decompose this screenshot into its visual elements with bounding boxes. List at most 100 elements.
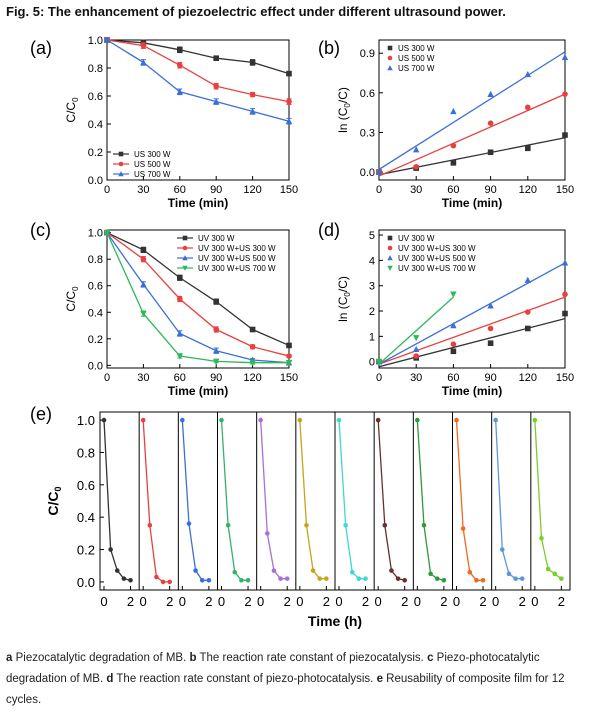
legend-label-d-1: UV 300 W+US 300 W (398, 244, 476, 253)
data-point-a-0-3 (213, 55, 219, 61)
cycle-line-6 (299, 420, 327, 580)
cycle-point-6-0 (297, 417, 303, 423)
cycle-point-10-1 (460, 526, 466, 531)
x-tick-label-c-3: 90 (210, 372, 222, 384)
x-tick-label-d-1: 30 (410, 372, 422, 384)
x-tick-label-e-7-1: 2 (362, 594, 369, 609)
cycle-point-4-3 (239, 577, 244, 583)
series-line-c-0 (106, 232, 290, 347)
y-axis-label-a: C/C0 (64, 97, 80, 123)
x-tick-label-c-4: 120 (243, 372, 261, 384)
caption-text-d: The reaction rate constant of piezo-phot… (113, 673, 377, 685)
fit-line-b-1 (378, 93, 566, 177)
caption-text-a: Piezocatalytic degradation of MB. (12, 652, 190, 664)
data-point-b-2-2 (450, 107, 457, 115)
data-point-b-0-5 (562, 132, 568, 138)
figure-caption: a Piezocatalytic degradation of MB. b Th… (6, 648, 589, 711)
data-point-a-2-2 (176, 88, 183, 95)
cycle-point-9-1 (421, 522, 427, 528)
data-point-b-1-4 (525, 104, 531, 111)
x-tick-label-e-9-1: 2 (440, 594, 447, 609)
legend-b: US 300 WUS 500 WUS 700 W (387, 44, 435, 73)
cycle-point-2-0 (140, 417, 146, 423)
cycle-point-8-1 (382, 522, 388, 528)
cycle-point-3-3 (199, 577, 205, 583)
cycle-point-12-2 (545, 566, 551, 572)
data-point-d-2-5 (561, 259, 569, 266)
cycle-point-2-3 (160, 579, 166, 585)
y-tick-label-c-5: 1.0 (88, 228, 103, 240)
data-point-c-3-4 (249, 359, 256, 367)
x-tick-label-b-4: 120 (519, 184, 537, 196)
data-point-a-2-0 (103, 36, 111, 43)
data-point-b-2-1 (413, 146, 420, 153)
data-point-c-0-5 (286, 342, 292, 349)
data-point-a-1-2 (177, 62, 183, 68)
data-point-a-1-4 (249, 91, 256, 98)
cycle-point-6-4 (324, 576, 329, 581)
data-point-d-0-2 (450, 348, 457, 355)
y-tick-label-a-4: 0.8 (88, 63, 103, 75)
cycle-point-12-1 (539, 535, 544, 541)
x-axis-label-c: Time (min) (168, 384, 228, 398)
cycle-point-8-0 (375, 417, 381, 423)
y-tick-label-d-5: 5 (369, 230, 375, 242)
data-point-d-1-5 (562, 291, 568, 298)
series-a-1 (104, 37, 292, 105)
cycle-point-10-4 (480, 577, 486, 583)
cycle-point-7-3 (356, 576, 362, 581)
caption-text-b: The reaction rate constant of piezocatal… (196, 652, 428, 664)
y-tick-label-e-2: 0.4 (77, 510, 95, 525)
data-point-b-1-5 (562, 91, 568, 97)
x-tick-label-e-6-1: 2 (323, 594, 330, 609)
y-tick-label-e-5: 1.0 (77, 413, 95, 428)
legend-marker-a-0 (118, 151, 124, 157)
data-point-a-1-5 (286, 98, 292, 105)
legend-label-d-3: UV 300 W+US 700 W (398, 264, 476, 273)
x-tick-label-c-1: 30 (137, 372, 149, 384)
x-tick-label-d-4: 120 (519, 372, 537, 384)
cycle-point-7-0 (336, 417, 342, 423)
cycle-point-11-0 (493, 417, 498, 423)
x-tick-label-d-5: 150 (556, 372, 574, 384)
cycle-line-5 (260, 420, 288, 580)
x-tick-label-b-3: 90 (484, 184, 496, 196)
y-axis-label-e: C/C0 (45, 486, 63, 515)
series-b-1 (376, 91, 568, 177)
x-tick-label-b-0: 0 (376, 184, 382, 196)
cycle-point-1-0 (101, 417, 107, 423)
x-tick-label-a-4: 120 (243, 184, 261, 196)
x-tick-label-e-11-1: 2 (519, 594, 526, 609)
x-tick-label-a-2: 60 (174, 184, 186, 196)
plot-frame-b (378, 39, 566, 181)
legend-marker-d-3 (387, 265, 393, 271)
data-point-d-0-4 (525, 325, 531, 332)
cycle-point-1-3 (121, 576, 127, 581)
y-tick-label-b-2: 0.6 (360, 88, 375, 100)
series-d-2 (375, 259, 569, 365)
panel-label-d: (d) (318, 220, 340, 240)
x-tick-label-e-7-0: 0 (335, 594, 342, 609)
x-tick-label-b-5: 150 (556, 184, 574, 196)
cycle-point-4-1 (225, 522, 231, 528)
cycle-point-10-3 (474, 577, 479, 583)
x-tick-label-e-8-0: 0 (375, 594, 382, 609)
fit-line-d-2 (378, 262, 566, 365)
x-tick-label-d-3: 90 (484, 372, 496, 384)
cycle-line-11 (495, 420, 523, 580)
x-axis-label-a: Time (min) (168, 196, 228, 210)
cycle-point-12-4 (559, 576, 564, 581)
y-tick-label-a-0: 0.0 (88, 175, 103, 187)
x-tick-label-e-2-0: 0 (140, 594, 147, 609)
y-tick-label-d-4: 4 (369, 255, 375, 267)
caption-label-c: c (427, 652, 434, 664)
legend-label-b-0: US 300 W (398, 44, 435, 53)
legend-c: UV 300 WUV 300 W+US 300 WUV 300 W+US 500… (177, 234, 276, 273)
legend-label-b-2: US 700 W (398, 64, 435, 73)
data-point-d-1-3 (487, 325, 494, 332)
x-tick-label-e-10-0: 0 (453, 594, 460, 609)
panel-b: (b) 0 30 60 90 120 150 0.0 0.3 0.6 0.9 Time (min) ln… (318, 38, 574, 210)
series-line-c-2 (106, 232, 290, 364)
